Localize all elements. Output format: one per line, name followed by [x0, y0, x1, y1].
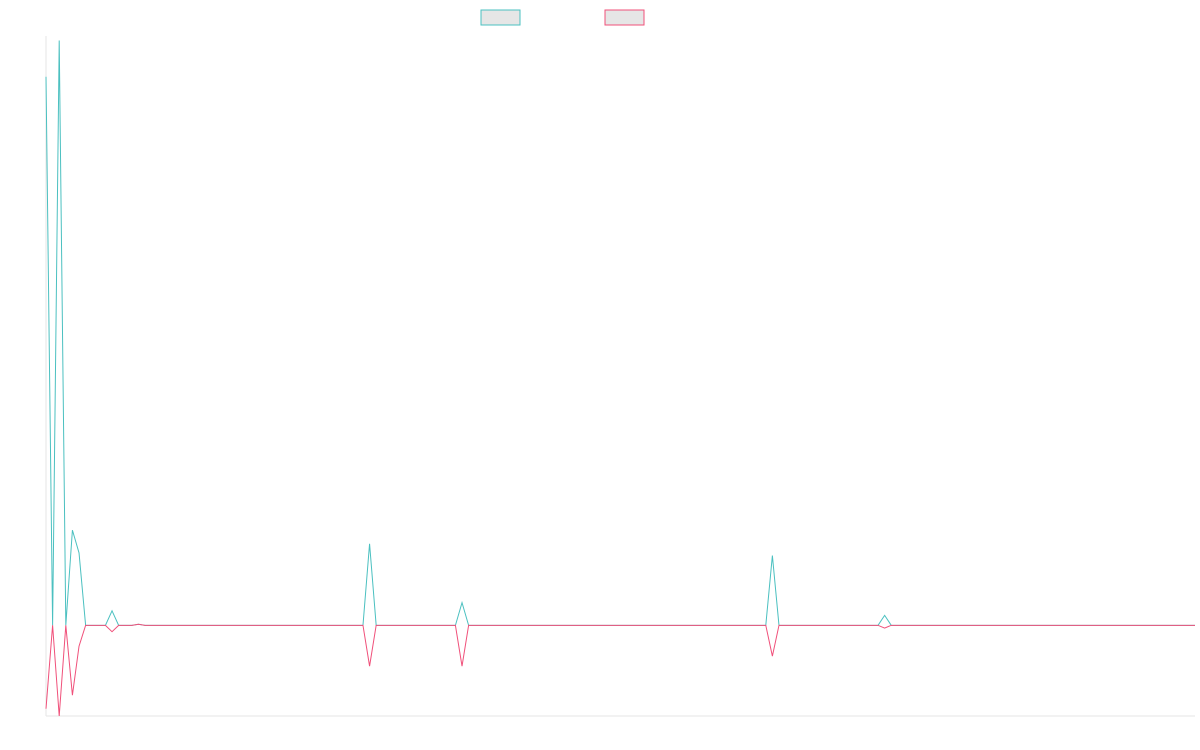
plot-area	[45, 40, 1195, 717]
legend-swatch-1[interactable]	[480, 9, 521, 26]
series-line-2	[45, 623, 1195, 717]
legend-swatch-2[interactable]	[604, 9, 645, 26]
legend[interactable]	[480, 9, 645, 26]
series-line-1	[45, 40, 1195, 626]
